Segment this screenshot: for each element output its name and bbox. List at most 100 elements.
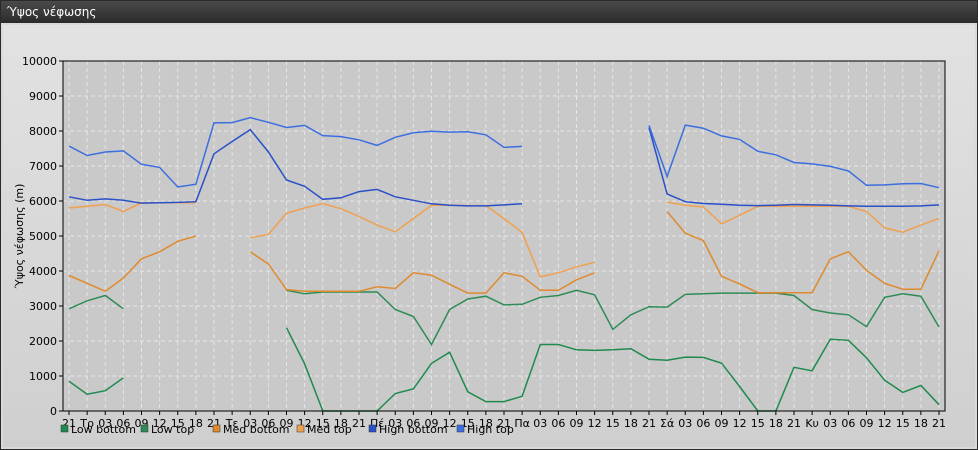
x-tick-label: 03 <box>388 417 402 430</box>
legend-label: Low bottom <box>71 423 136 436</box>
series-line <box>68 294 124 310</box>
y-tick-label: 7000 <box>29 160 57 173</box>
x-tick-label: 06 <box>841 417 855 430</box>
x-tick-label: 18 <box>189 417 203 430</box>
series-line <box>250 202 595 278</box>
y-tick-label: 9000 <box>29 90 57 103</box>
legend-item: Med bottom <box>212 423 290 436</box>
legend-item: Med top <box>296 423 352 436</box>
x-tick-label: 09 <box>280 417 294 430</box>
series-line <box>68 128 523 207</box>
series-line <box>68 377 124 395</box>
x-tick-label: 15 <box>316 417 330 430</box>
y-tick-label: 4000 <box>29 265 57 278</box>
x-tick-label: 21 <box>787 417 801 430</box>
x-tick-label: 18 <box>334 417 348 430</box>
x-tick-label: 06 <box>696 417 710 430</box>
legend-label: High top <box>467 423 514 436</box>
y-tick-label: 3000 <box>29 300 57 313</box>
window-title: Ύψος νέφωσης <box>7 5 97 19</box>
x-tick-label: 15 <box>606 417 620 430</box>
x-tick-label: Κυ <box>805 417 819 430</box>
legend-label: High bottom <box>379 423 448 436</box>
x-tick-label: 06 <box>116 417 130 430</box>
plot-frame <box>62 60 946 412</box>
legend-label: Med bottom <box>223 423 290 436</box>
series-line <box>68 116 523 188</box>
x-tick-label: 12 <box>878 417 892 430</box>
x-tick-label: 09 <box>425 417 439 430</box>
x-tick-label: 12 <box>588 417 602 430</box>
x-tick-label: 18 <box>769 417 783 430</box>
x-tick-label: 03 <box>243 417 257 430</box>
series-low-bottom <box>68 327 940 412</box>
x-tick-label: 12 <box>443 417 457 430</box>
series-line <box>666 211 940 294</box>
series-med-bottom <box>68 211 940 294</box>
legend-item: Low bottom <box>60 423 136 436</box>
x-tick-label: 06 <box>261 417 275 430</box>
x-tick-label: 15 <box>751 417 765 430</box>
series-line <box>648 124 940 189</box>
legend-item: High top <box>456 423 514 436</box>
x-tick-label: 21 <box>642 417 656 430</box>
legend-item: High bottom <box>368 423 448 436</box>
y-tick-label: 6000 <box>29 195 57 208</box>
legend-label: Low top <box>151 423 194 436</box>
x-axis-ticks: 21 Τρ 03 06 09 12 15 18 21 Τε 03 06 09 12 15 18 21 Πέ 03 06… <box>62 411 946 430</box>
x-tick-label: 09 <box>570 417 584 430</box>
chart-panel: 0 1000 2000 3000 4000 5000 6000 7000 8000 9000 100… <box>3 25 975 447</box>
series-line <box>68 235 197 293</box>
x-tick-label: 12 <box>733 417 747 430</box>
x-tick-label: 18 <box>914 417 928 430</box>
series-line <box>249 251 595 294</box>
x-tick-label: 03 <box>533 417 547 430</box>
x-tick-label: 21 <box>352 417 366 430</box>
x-tick-label: 06 <box>406 417 420 430</box>
series-line <box>285 327 940 412</box>
legend-swatch <box>456 424 465 433</box>
x-tick-label: 03 <box>98 417 112 430</box>
series-line <box>286 289 940 346</box>
x-tick-label: 18 <box>624 417 638 430</box>
title-bar: Ύψος νέφωσης <box>1 1 977 23</box>
x-tick-label: Πα <box>514 417 530 430</box>
legend-swatch <box>296 424 305 433</box>
x-tick-label: 03 <box>823 417 837 430</box>
series-high-top <box>68 116 940 189</box>
y-axis-ticks: 0 1000 2000 3000 4000 5000 6000 7000 8000 9000 100… <box>22 55 63 418</box>
cloud-height-chart: 0 1000 2000 3000 4000 5000 6000 7000 8000 9000 100… <box>13 55 946 436</box>
y-tick-label: 10000 <box>22 55 57 68</box>
legend-swatch <box>212 424 221 433</box>
series-line <box>666 201 940 233</box>
series-lines <box>68 116 940 412</box>
y-tick-label: 5000 <box>29 230 57 243</box>
x-tick-label: 06 <box>551 417 565 430</box>
x-tick-label: 18 <box>479 417 493 430</box>
x-tick-label: 12 <box>153 417 167 430</box>
series-high-bottom <box>68 127 940 208</box>
x-tick-label: Σά <box>660 417 674 430</box>
grid <box>63 60 945 412</box>
series-line <box>648 127 940 208</box>
series-low-top <box>68 289 940 346</box>
legend-swatch <box>60 424 69 433</box>
y-axis-label: Ύψος νέφωσης (m) <box>13 184 26 290</box>
y-tick-label: 0 <box>50 405 57 418</box>
x-tick-label: 21 <box>932 417 946 430</box>
y-tick-label: 1000 <box>29 370 57 383</box>
x-tick-label: Τε <box>225 417 239 430</box>
legend-swatch <box>140 424 149 433</box>
x-tick-label: Τρ <box>79 417 94 430</box>
legend: Low bottom Low top Med bottom Med top High b… <box>60 423 514 436</box>
y-tick-label: 8000 <box>29 125 57 138</box>
x-tick-label: 09 <box>860 417 874 430</box>
x-tick-label: 21 <box>497 417 511 430</box>
legend-label: Med top <box>307 423 352 436</box>
legend-item: Low top <box>140 423 194 436</box>
legend-swatch <box>368 424 377 433</box>
x-tick-label: 15 <box>171 417 185 430</box>
x-tick-label: 03 <box>678 417 692 430</box>
x-tick-label: 09 <box>715 417 729 430</box>
